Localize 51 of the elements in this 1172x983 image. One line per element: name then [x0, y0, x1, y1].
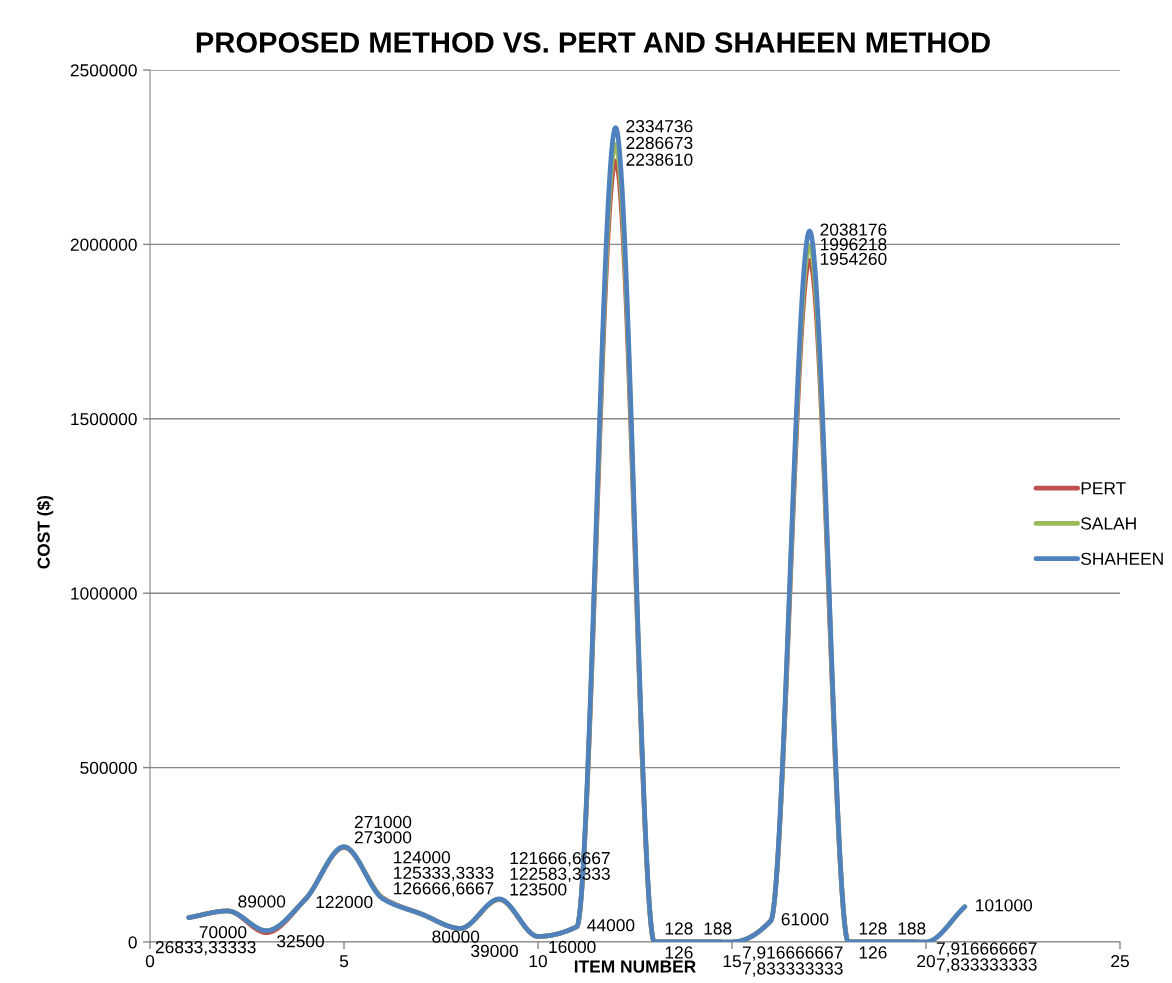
data-label: 188	[898, 922, 926, 935]
legend-label: PERT	[1081, 482, 1126, 495]
data-label: 2238610	[626, 153, 693, 166]
data-label: 124000	[394, 851, 451, 864]
data-label: 70000	[199, 925, 247, 939]
x-tick-label: 15	[723, 955, 741, 968]
data-label: 7,833333333	[742, 962, 843, 977]
data-label: 123500	[510, 883, 567, 896]
data-label: 122000	[316, 895, 373, 909]
y-tick-label: 2500000	[70, 64, 137, 77]
x-tick-label: 0	[145, 954, 155, 968]
data-label: 1996218	[820, 238, 887, 251]
data-label: 2334736	[626, 120, 693, 133]
data-label: 7,916666667	[742, 946, 843, 961]
data-label: 89000	[238, 895, 286, 908]
data-label: 32500	[277, 935, 324, 948]
data-label: 1954260	[820, 252, 887, 266]
y-tick-label: 2000000	[70, 238, 137, 251]
data-label: 80000	[432, 930, 480, 943]
data-label: 128	[859, 922, 887, 935]
data-label: 2038176	[820, 223, 887, 236]
y-tick-label: 1000000	[71, 587, 137, 600]
y-axis-title: COST ($)	[36, 495, 54, 569]
x-tick-label: 5	[339, 955, 349, 968]
data-label: 126	[665, 946, 693, 959]
chart-title: PROPOSED METHOD VS. PERT AND SHAHEEN METHOD	[196, 32, 990, 53]
x-axis-title: ITEM NUMBER	[574, 960, 696, 973]
data-label: 39000	[471, 944, 518, 958]
data-label: 128	[665, 922, 693, 935]
legend-label: SALAH	[1081, 517, 1136, 530]
data-label: 271000	[354, 815, 412, 829]
x-tick-label: 25	[1111, 954, 1129, 968]
data-label: 26833,33333	[155, 941, 256, 956]
y-tick-label: 1500000	[71, 412, 137, 426]
y-tick-label: 500000	[80, 761, 137, 775]
data-label: 7,833333333	[936, 958, 1037, 973]
data-label: 125333,3333	[394, 866, 494, 881]
data-label: 188	[704, 922, 732, 935]
data-label: 126666,6667	[394, 882, 494, 897]
data-label: 61000	[781, 913, 829, 926]
data-label: 126	[859, 946, 887, 959]
x-tick-label: 10	[529, 954, 547, 968]
data-label: 273000	[354, 831, 412, 844]
x-tick-label: 20	[917, 954, 935, 968]
data-label: 101000	[976, 899, 1033, 912]
y-tick-label: 0	[128, 936, 137, 949]
data-label: 7,916666667	[936, 942, 1037, 957]
legend-label: SHAHEEN	[1081, 552, 1163, 565]
data-label: 44000	[587, 919, 635, 932]
data-label: 16000	[549, 940, 596, 954]
data-label: 2286673	[626, 136, 693, 150]
